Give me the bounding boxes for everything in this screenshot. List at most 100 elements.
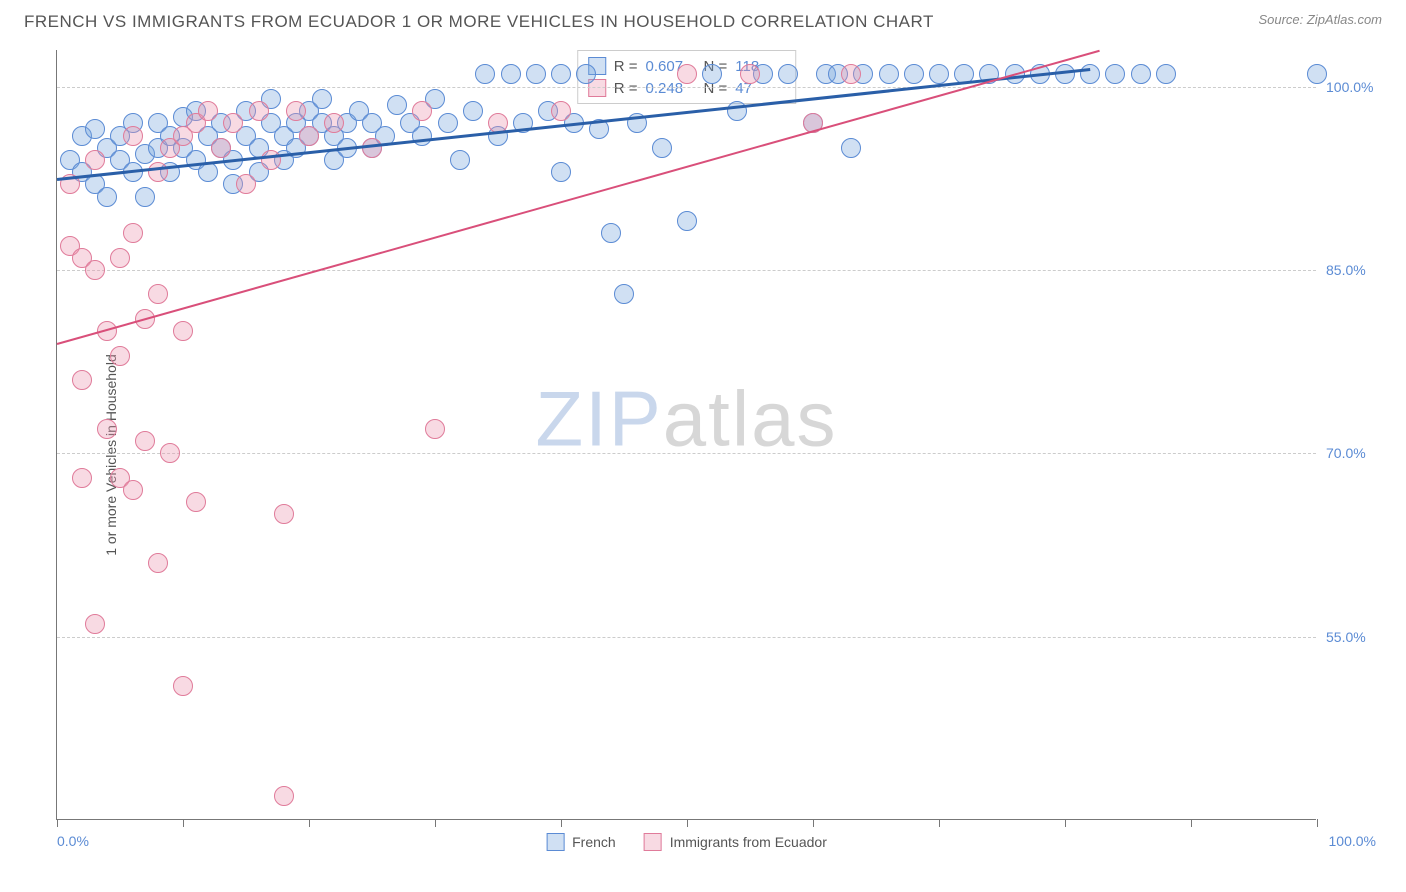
- scatter-point: [110, 346, 130, 366]
- scatter-point: [425, 419, 445, 439]
- scatter-point: [1080, 64, 1100, 84]
- scatter-point: [463, 101, 483, 121]
- scatter-point: [362, 138, 382, 158]
- y-tick-label: 70.0%: [1326, 445, 1386, 461]
- y-tick-label: 55.0%: [1326, 629, 1386, 645]
- legend-item-french: French: [546, 833, 616, 851]
- scatter-point: [198, 101, 218, 121]
- scatter-point: [173, 321, 193, 341]
- chart-title: FRENCH VS IMMIGRANTS FROM ECUADOR 1 OR M…: [24, 12, 934, 32]
- scatter-point: [614, 284, 634, 304]
- scatter-point: [236, 174, 256, 194]
- gridline-h: [57, 637, 1316, 638]
- scatter-point: [526, 64, 546, 84]
- scatter-point: [652, 138, 672, 158]
- scatter-point: [198, 162, 218, 182]
- scatter-point: [148, 284, 168, 304]
- scatter-point: [148, 553, 168, 573]
- scatter-point: [299, 126, 319, 146]
- scatter-point: [501, 64, 521, 84]
- x-tick: [1317, 819, 1318, 827]
- scatter-point: [148, 162, 168, 182]
- scatter-point: [1307, 64, 1327, 84]
- scatter-point: [1055, 64, 1075, 84]
- scatter-point: [312, 89, 332, 109]
- legend-label-ecuador: Immigrants from Ecuador: [670, 834, 827, 850]
- x-tick: [1191, 819, 1192, 827]
- gridline-h: [57, 453, 1316, 454]
- scatter-point: [601, 223, 621, 243]
- legend-item-ecuador: Immigrants from Ecuador: [644, 833, 827, 851]
- scatter-point: [412, 101, 432, 121]
- scatter-point: [450, 150, 470, 170]
- y-tick-label: 100.0%: [1326, 79, 1386, 95]
- r-label: R =: [614, 58, 638, 75]
- scatter-point: [324, 113, 344, 133]
- scatter-point: [274, 786, 294, 806]
- scatter-point: [274, 504, 294, 524]
- swatch-french-bottom: [546, 833, 564, 851]
- x-tick: [561, 819, 562, 827]
- x-tick: [183, 819, 184, 827]
- scatter-point: [85, 150, 105, 170]
- scatter-point: [211, 138, 231, 158]
- plot-area: ZIPatlas R = 0.607 N = 118 R = 0.248 N =…: [56, 50, 1316, 820]
- scatter-point: [123, 126, 143, 146]
- scatter-point: [135, 431, 155, 451]
- chart-header: FRENCH VS IMMIGRANTS FROM ECUADOR 1 OR M…: [0, 0, 1406, 40]
- y-tick-label: 85.0%: [1326, 262, 1386, 278]
- scatter-point: [97, 419, 117, 439]
- scatter-point: [1156, 64, 1176, 84]
- scatter-point: [841, 64, 861, 84]
- scatter-point: [677, 64, 697, 84]
- legend-label-french: French: [572, 834, 616, 850]
- scatter-point: [551, 64, 571, 84]
- x-tick: [435, 819, 436, 827]
- x-tick: [309, 819, 310, 827]
- r-label: R =: [614, 80, 638, 97]
- x-tick: [813, 819, 814, 827]
- scatter-point: [72, 468, 92, 488]
- scatter-point: [123, 223, 143, 243]
- x-axis-min-label: 0.0%: [57, 833, 89, 849]
- scatter-point: [702, 64, 722, 84]
- scatter-point: [110, 248, 130, 268]
- scatter-point: [85, 260, 105, 280]
- scatter-point: [261, 150, 281, 170]
- scatter-point: [438, 113, 458, 133]
- scatter-point: [1105, 64, 1125, 84]
- scatter-point: [135, 187, 155, 207]
- series-legend: French Immigrants from Ecuador: [546, 833, 827, 851]
- scatter-point: [123, 480, 143, 500]
- scatter-point: [879, 64, 899, 84]
- scatter-point: [1131, 64, 1151, 84]
- scatter-point: [576, 64, 596, 84]
- x-tick: [57, 819, 58, 827]
- scatter-point: [551, 101, 571, 121]
- scatter-point: [677, 211, 697, 231]
- swatch-ecuador-bottom: [644, 833, 662, 851]
- scatter-point: [904, 64, 924, 84]
- scatter-point: [97, 187, 117, 207]
- scatter-point: [286, 101, 306, 121]
- source-attribution: Source: ZipAtlas.com: [1258, 12, 1382, 27]
- scatter-point: [85, 119, 105, 139]
- scatter-point: [387, 95, 407, 115]
- scatter-point: [85, 614, 105, 634]
- scatter-point: [160, 443, 180, 463]
- scatter-point: [223, 113, 243, 133]
- scatter-point: [72, 370, 92, 390]
- x-tick: [939, 819, 940, 827]
- x-tick: [1065, 819, 1066, 827]
- watermark-atlas: atlas: [663, 375, 838, 463]
- gridline-h: [57, 87, 1316, 88]
- scatter-point: [778, 64, 798, 84]
- scatter-point: [551, 162, 571, 182]
- scatter-point: [929, 64, 949, 84]
- watermark: ZIPatlas: [535, 374, 837, 465]
- x-tick: [687, 819, 688, 827]
- scatter-point: [841, 138, 861, 158]
- scatter-point: [475, 64, 495, 84]
- scatter-point: [412, 126, 432, 146]
- scatter-point: [740, 64, 760, 84]
